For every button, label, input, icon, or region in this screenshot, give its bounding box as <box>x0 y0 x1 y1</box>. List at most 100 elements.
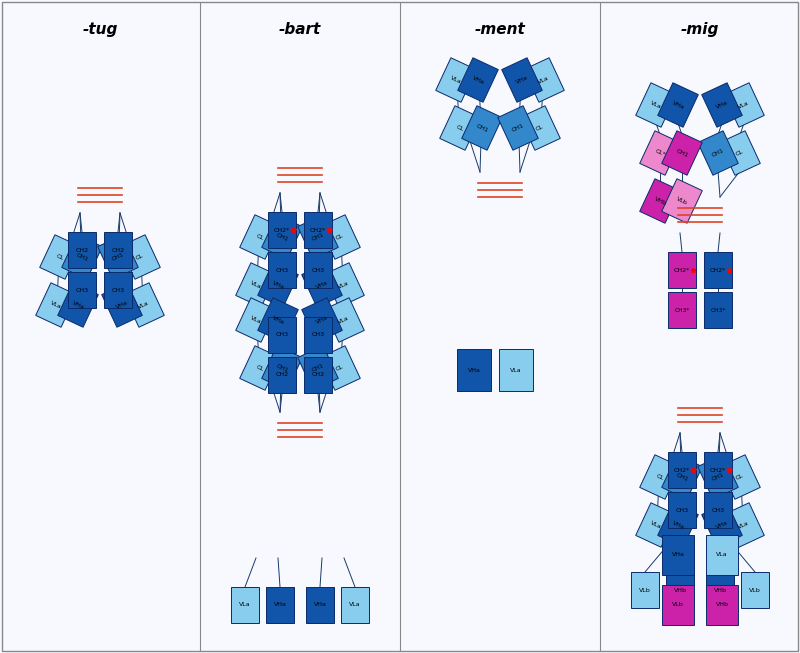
Text: VLa: VLa <box>250 280 262 290</box>
Bar <box>662 131 702 175</box>
Bar <box>636 83 676 127</box>
Text: CH3: CH3 <box>275 268 289 272</box>
Bar <box>236 298 276 342</box>
Bar <box>240 346 280 390</box>
Bar <box>304 252 332 288</box>
Text: CH1: CH1 <box>675 148 689 158</box>
Bar <box>658 503 698 547</box>
Bar <box>341 587 369 623</box>
Bar <box>436 57 476 103</box>
Bar <box>304 212 332 248</box>
Text: CH2: CH2 <box>311 372 325 377</box>
Text: CH1: CH1 <box>275 363 289 373</box>
Text: CH2*: CH2* <box>274 227 290 232</box>
Bar <box>704 252 732 288</box>
Text: VHa: VHa <box>115 300 129 310</box>
Bar <box>698 131 738 175</box>
Text: VHb: VHb <box>714 588 726 592</box>
Bar <box>498 106 538 150</box>
Bar <box>720 454 760 500</box>
Bar <box>324 263 364 307</box>
Text: CL: CL <box>255 233 265 241</box>
Bar <box>668 252 696 288</box>
Bar <box>62 235 102 279</box>
Bar <box>658 83 698 127</box>
Text: CH3: CH3 <box>111 287 125 293</box>
Text: VLa: VLa <box>538 75 550 85</box>
Text: CH3: CH3 <box>711 507 725 513</box>
Text: CH1: CH1 <box>711 472 725 482</box>
Bar <box>520 106 560 150</box>
Bar <box>724 503 764 547</box>
Text: CH3: CH3 <box>675 507 689 513</box>
Text: VHa: VHa <box>715 520 729 530</box>
Text: VLb: VLb <box>676 197 688 206</box>
Bar <box>662 454 702 500</box>
Text: CH3: CH3 <box>311 268 325 272</box>
Bar <box>704 292 732 328</box>
Bar <box>258 263 298 307</box>
Text: CH2*: CH2* <box>674 268 690 272</box>
Text: VHa: VHa <box>671 520 685 530</box>
Text: CH2: CH2 <box>75 247 89 253</box>
Bar <box>706 572 734 608</box>
Text: VLa: VLa <box>349 603 361 607</box>
Text: -mig: -mig <box>681 22 719 37</box>
Text: VLa: VLa <box>50 300 62 310</box>
Bar <box>640 454 680 500</box>
Bar <box>457 349 491 391</box>
Text: VHa: VHa <box>71 300 85 310</box>
Bar <box>268 212 296 248</box>
Bar <box>231 587 259 623</box>
Text: CH1: CH1 <box>475 123 489 133</box>
Text: VHa: VHa <box>315 280 329 290</box>
Text: VLa: VLa <box>338 315 350 325</box>
Text: VLa: VLa <box>716 552 728 558</box>
Text: VLb: VLb <box>749 588 761 592</box>
Text: VHa: VHa <box>515 75 529 85</box>
Text: CL: CL <box>135 253 145 261</box>
Bar <box>668 452 696 488</box>
Text: CL: CL <box>335 233 345 241</box>
Bar <box>502 57 542 103</box>
Bar <box>68 272 96 308</box>
Text: VHb: VHb <box>715 603 729 607</box>
Bar <box>668 292 696 328</box>
Bar <box>104 232 132 268</box>
Bar <box>741 572 769 608</box>
Bar <box>662 179 702 223</box>
Text: CL: CL <box>335 364 345 372</box>
Text: CH1: CH1 <box>675 472 689 482</box>
Text: CL: CL <box>655 473 665 481</box>
Text: VHa: VHa <box>271 315 285 325</box>
Bar <box>236 263 276 307</box>
Bar <box>702 83 742 127</box>
Text: VHb: VHb <box>653 196 667 206</box>
Bar <box>499 349 533 391</box>
Text: CH3*: CH3* <box>710 308 726 313</box>
Text: CH3: CH3 <box>311 332 325 338</box>
Bar <box>36 283 76 327</box>
Bar <box>662 585 694 625</box>
Text: CH1: CH1 <box>311 232 325 242</box>
Bar <box>631 572 659 608</box>
Text: VHa: VHa <box>467 368 481 372</box>
Text: VLa: VLa <box>650 520 662 530</box>
Text: VHa: VHa <box>671 100 685 110</box>
Text: VLa: VLa <box>338 280 350 290</box>
Text: VHa: VHa <box>471 75 485 85</box>
Bar <box>640 179 680 223</box>
Bar <box>698 454 738 500</box>
Bar <box>240 215 280 259</box>
Text: CH1: CH1 <box>275 232 289 242</box>
Text: CL: CL <box>255 364 265 372</box>
Text: VLa: VLa <box>738 101 750 110</box>
Text: VHa: VHa <box>314 603 326 607</box>
Bar <box>268 252 296 288</box>
Bar <box>706 585 738 625</box>
Bar <box>268 357 296 393</box>
Bar <box>458 57 498 103</box>
Text: CH2: CH2 <box>111 247 125 253</box>
Bar <box>636 503 676 547</box>
Bar <box>304 317 332 353</box>
